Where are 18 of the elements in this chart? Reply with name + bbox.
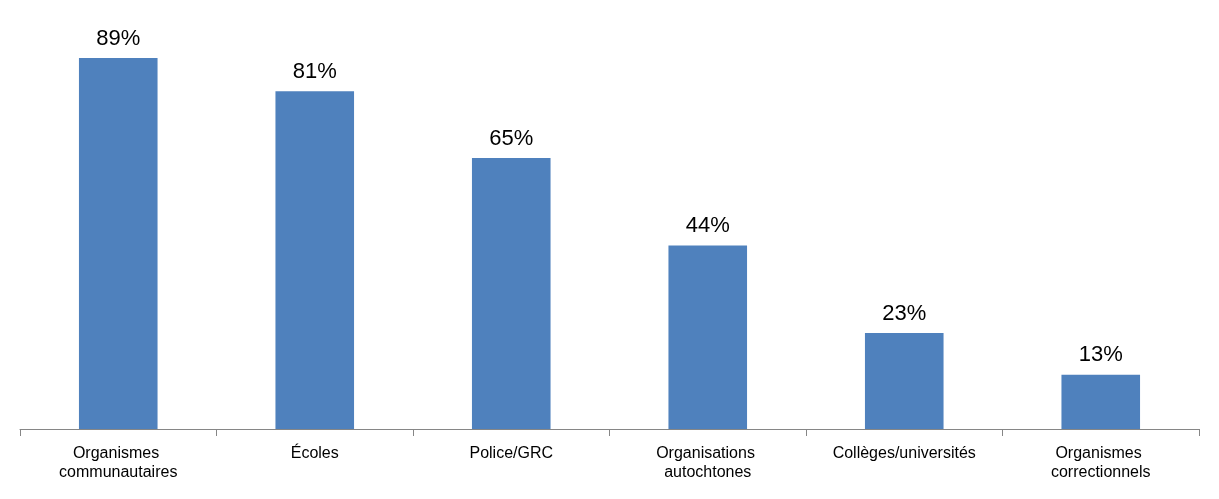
data-label: 13% xyxy=(1078,341,1123,367)
data-label: 44% xyxy=(685,212,730,238)
x-tick-label: Organisations autochtones xyxy=(656,444,760,480)
x-tick-label: Écoles xyxy=(290,443,339,461)
x-tick-label: Police/GRC xyxy=(469,444,554,461)
bar xyxy=(1061,374,1141,429)
bar xyxy=(471,158,551,429)
data-label: 81% xyxy=(292,57,337,83)
x-tick-label: Collèges/universités xyxy=(832,444,976,461)
x-tick-label: Organismes correctionnels xyxy=(1050,444,1151,480)
bar xyxy=(275,91,355,429)
x-tick-label: Organismes communautaires xyxy=(59,444,178,480)
data-label: 23% xyxy=(882,299,927,325)
bar xyxy=(78,58,158,429)
bar xyxy=(668,245,748,429)
bar xyxy=(864,333,944,429)
data-label: 65% xyxy=(489,124,534,150)
data-label: 89% xyxy=(96,24,141,50)
